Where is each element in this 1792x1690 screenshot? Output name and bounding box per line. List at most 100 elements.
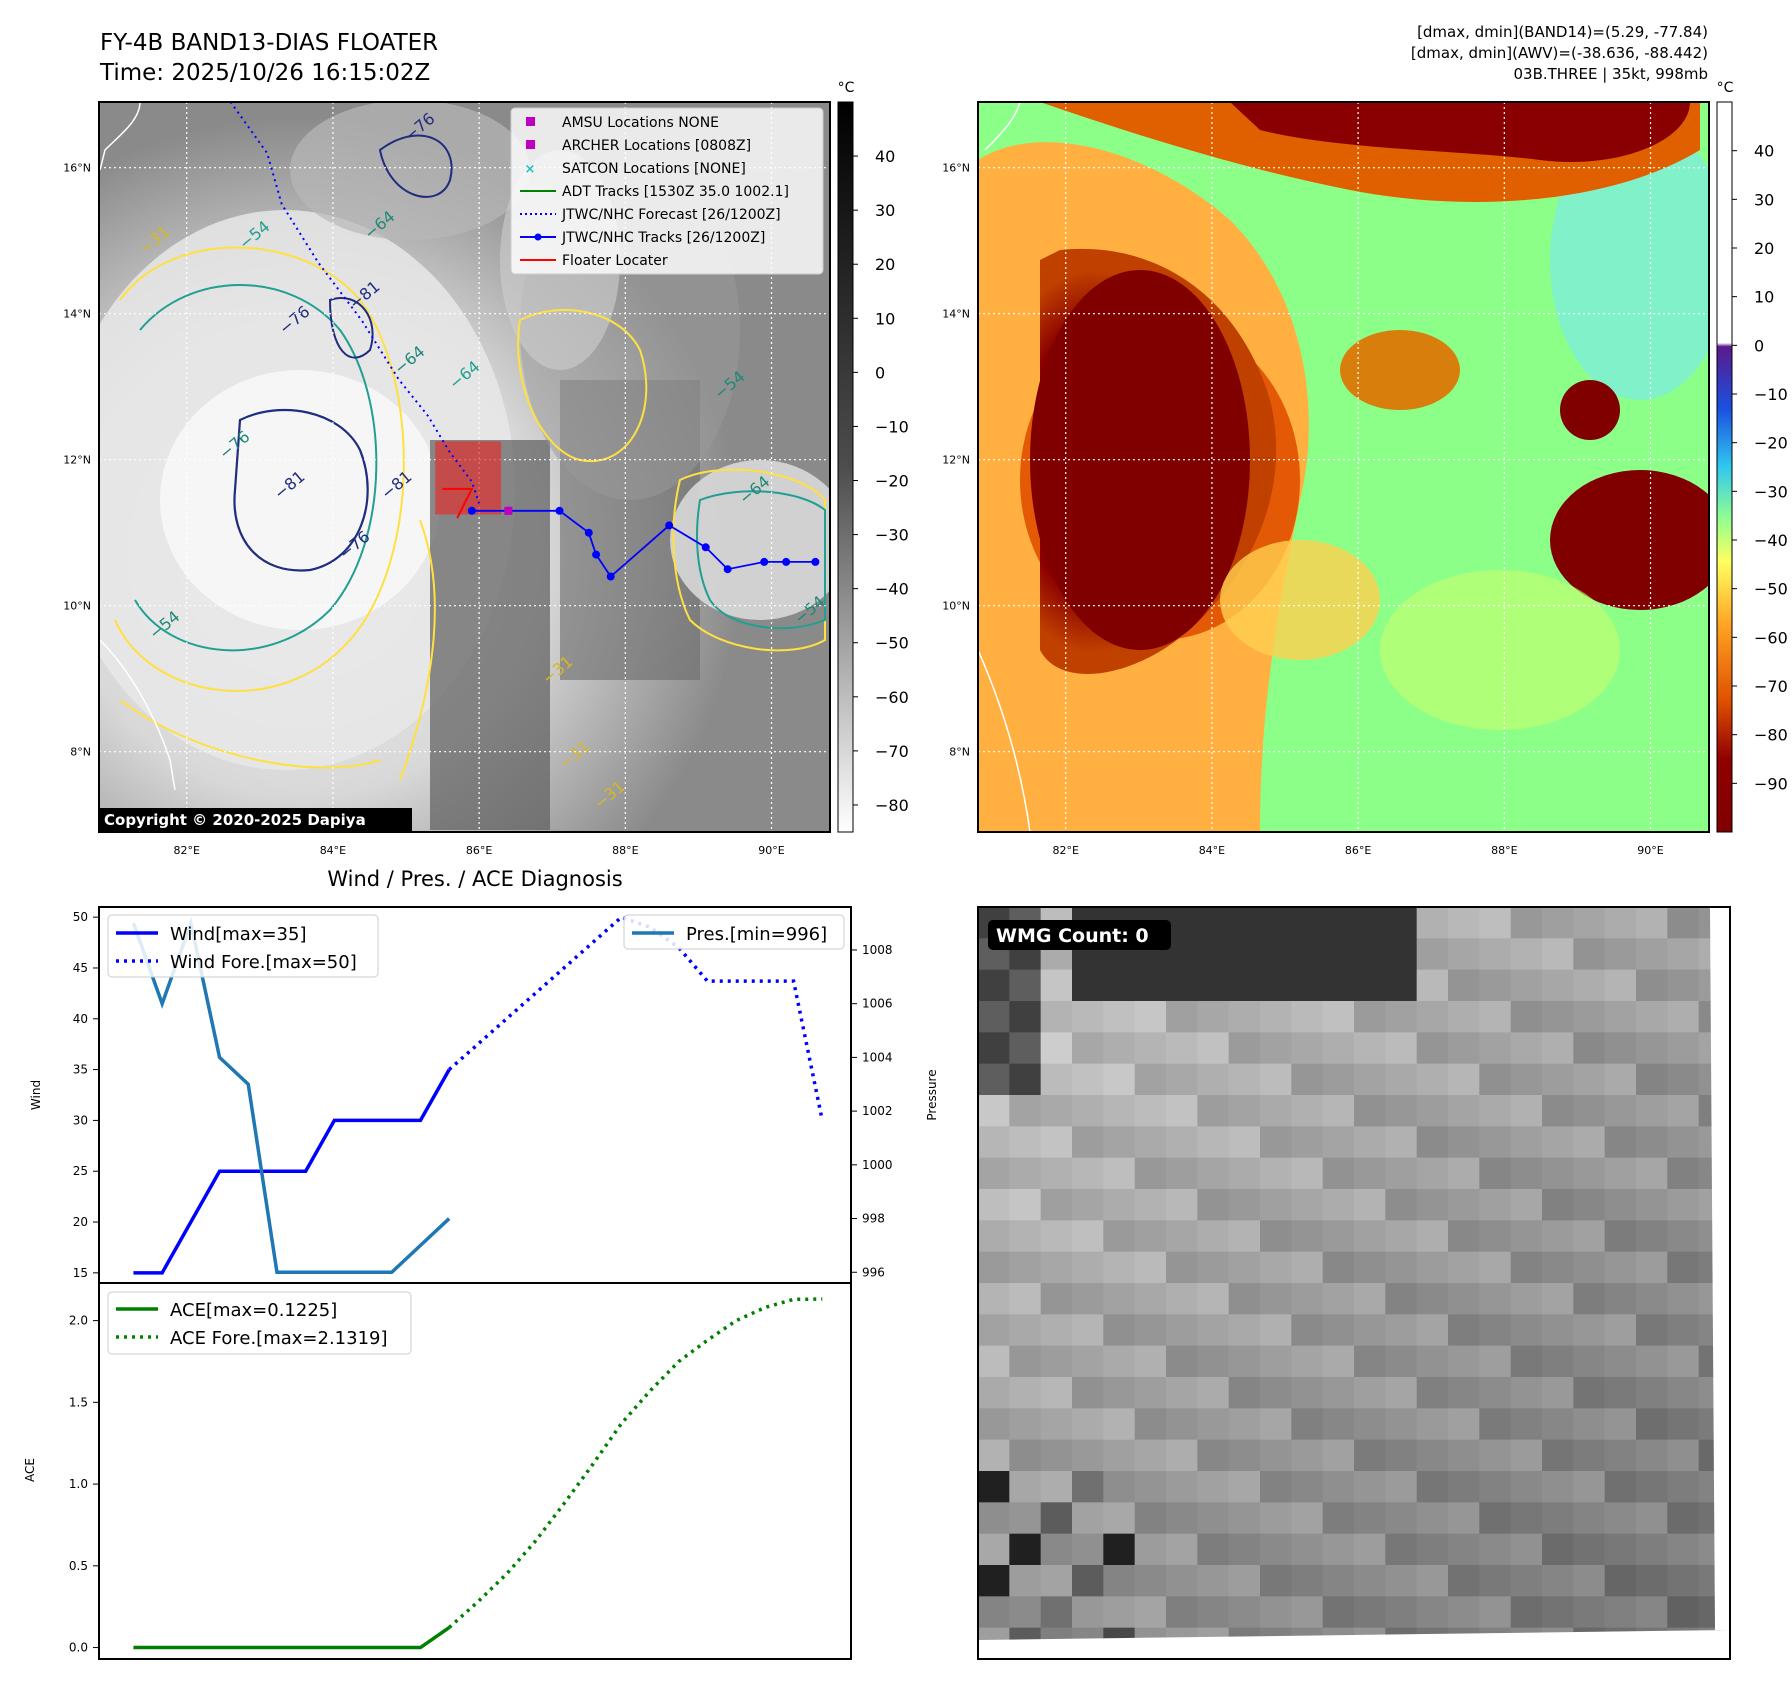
wmg-pixel [1416, 969, 1449, 1002]
wmg-pixel [1197, 1439, 1230, 1472]
wmg-pixel [1479, 1408, 1512, 1441]
wmg-pixel [1604, 1345, 1637, 1378]
wmg-pixel [1072, 1189, 1104, 1221]
wmg-pixel [1479, 1345, 1512, 1378]
wmg-pixel [1604, 1377, 1637, 1409]
wmg-pixel [1040, 1345, 1073, 1378]
wmg-pixel [1510, 1533, 1543, 1566]
series-line-1 [448, 915, 825, 1121]
pressure-y-ticks: 996 998 1000 1002 1004 1006 1008 [851, 943, 893, 1279]
wmg-pixel [1103, 1314, 1136, 1347]
track-point [701, 543, 710, 552]
wmg-pixel [1667, 1596, 1700, 1629]
wmg-pixel [1667, 1408, 1700, 1441]
wmg-pixel [1636, 1251, 1668, 1284]
wv-lon-tick-label: 86°E [1345, 844, 1371, 857]
wmg-pixel [1573, 1533, 1606, 1566]
wmg-pixel [1322, 907, 1355, 939]
pressure-y-tick-label: 996 [862, 1265, 885, 1279]
wv-lat-tick-labels: 16°N 14°N 12°N 10°N 8°N [942, 162, 970, 759]
wmg-pixel [1604, 938, 1637, 971]
wmg-pixel [1228, 1533, 1261, 1566]
wmg-pixel [1166, 1377, 1198, 1409]
wmg-pixel [1667, 1063, 1700, 1096]
ace-series-group [133, 1297, 823, 1650]
ir-lon-tick-label: 84°E [320, 844, 346, 857]
wmg-pixel [1636, 1471, 1668, 1503]
colorbar-tick-label: 10 [1754, 288, 1774, 307]
wmg-pixel [1479, 1533, 1512, 1566]
wmg-pixel [1197, 938, 1230, 971]
wmg-pixel [1354, 1408, 1386, 1441]
wmg-pixel [1354, 938, 1386, 971]
wmg-pixel [1228, 1471, 1261, 1503]
wmg-pixel [1134, 969, 1167, 1002]
wmg-pixel [1510, 938, 1543, 971]
wmg-pixel [1354, 969, 1386, 1002]
ir-map-frame [98, 101, 831, 833]
wmg-pixel [1448, 1157, 1480, 1190]
wind-y-tick-label: 50 [73, 910, 88, 924]
wmg-pixel [1385, 1439, 1418, 1472]
wmg-pixel [1072, 1314, 1104, 1347]
wmg-pixel [1542, 1533, 1574, 1566]
wmg-pixel [1385, 1408, 1418, 1441]
wmg-pixel [1040, 1565, 1073, 1597]
wmg-pixel [1228, 1377, 1261, 1409]
wmg-pixel [1228, 1565, 1261, 1597]
ir-lat-tick-label: 12°N [63, 454, 91, 467]
wmg-pixel [1260, 1220, 1292, 1253]
wmg-pixel [1103, 1471, 1136, 1503]
wmg-pixel [1542, 1345, 1574, 1378]
wmg-pixel [1354, 1596, 1386, 1629]
wmg-pixel [1416, 1565, 1449, 1597]
colorbar-tick-label: 10 [875, 309, 895, 328]
colorbar-tick-label: 40 [875, 147, 895, 166]
ir-legend: AMSU Locations NONE ARCHER Locations [080… [510, 107, 824, 275]
ace-y-tick-label: 2.0 [69, 1314, 88, 1328]
wmg-pixel [1542, 1095, 1574, 1127]
wmg-pixel [1416, 1032, 1449, 1065]
track-point [760, 557, 769, 566]
wmg-pixel [1072, 1471, 1104, 1503]
wmg-pixel [1166, 1001, 1198, 1033]
wmg-pixel [1166, 1314, 1198, 1347]
track-point [782, 557, 791, 566]
wmg-pixel [1385, 1565, 1418, 1597]
wv-lat-tick-label: 10°N [942, 600, 970, 613]
wmg-pixel [1604, 1095, 1637, 1127]
wmg-pixel [1448, 1439, 1480, 1472]
wmg-pixel [1479, 1001, 1512, 1033]
wmg-pixel [1604, 1251, 1637, 1284]
wmg-pixel [1416, 1471, 1449, 1503]
wmg-pixel [1197, 1565, 1230, 1597]
wmg-pixel [1667, 1439, 1700, 1472]
wmg-pixel [1416, 1283, 1449, 1315]
wind-pressure-chart: 15 20 25 30 35 40 45 50 996 998 1000 1002 1004 1006 1… [29, 906, 939, 1284]
figure-title-line1: FY-4B BAND13-DIAS FLOATER [100, 30, 438, 56]
wmg-pixel [1448, 1095, 1480, 1127]
wmg-pixel [1072, 1126, 1104, 1159]
wmg-pixel [1322, 1220, 1355, 1253]
legend-label: ARCHER Locations [0808Z] [562, 138, 751, 154]
wv-lon-tick-label: 88°E [1491, 844, 1517, 857]
wmg-pixel [1667, 1032, 1700, 1065]
wmg-pixel [1291, 1502, 1324, 1535]
wmg-pixel [1040, 1251, 1073, 1284]
pressure-y-tick-label: 1004 [862, 1050, 893, 1064]
wmg-pixel [1573, 969, 1606, 1002]
wmg-pixel [1416, 1314, 1449, 1347]
ace-legend: ACE[max=0.1225] ACE Fore.[max=2.1319] [107, 1291, 412, 1355]
wmg-pixel [1416, 1596, 1449, 1629]
colorbar-tick-label: −60 [1754, 628, 1788, 647]
wmg-pixel [1573, 1032, 1606, 1065]
wmg-pixel [1448, 938, 1480, 971]
wmg-pixel [1416, 938, 1449, 971]
wmg-pixel [1573, 1565, 1606, 1597]
archer-location-marker [504, 506, 513, 515]
wmg-pixel [1573, 1471, 1606, 1503]
ace-y-tick-label: 1.0 [69, 1477, 88, 1491]
wmg-pixel [1040, 1157, 1073, 1190]
wmg-count-text: WMG Count: 0 [996, 925, 1149, 947]
legend-label: ADT Tracks [1530Z 35.0 1002.1] [562, 184, 789, 200]
